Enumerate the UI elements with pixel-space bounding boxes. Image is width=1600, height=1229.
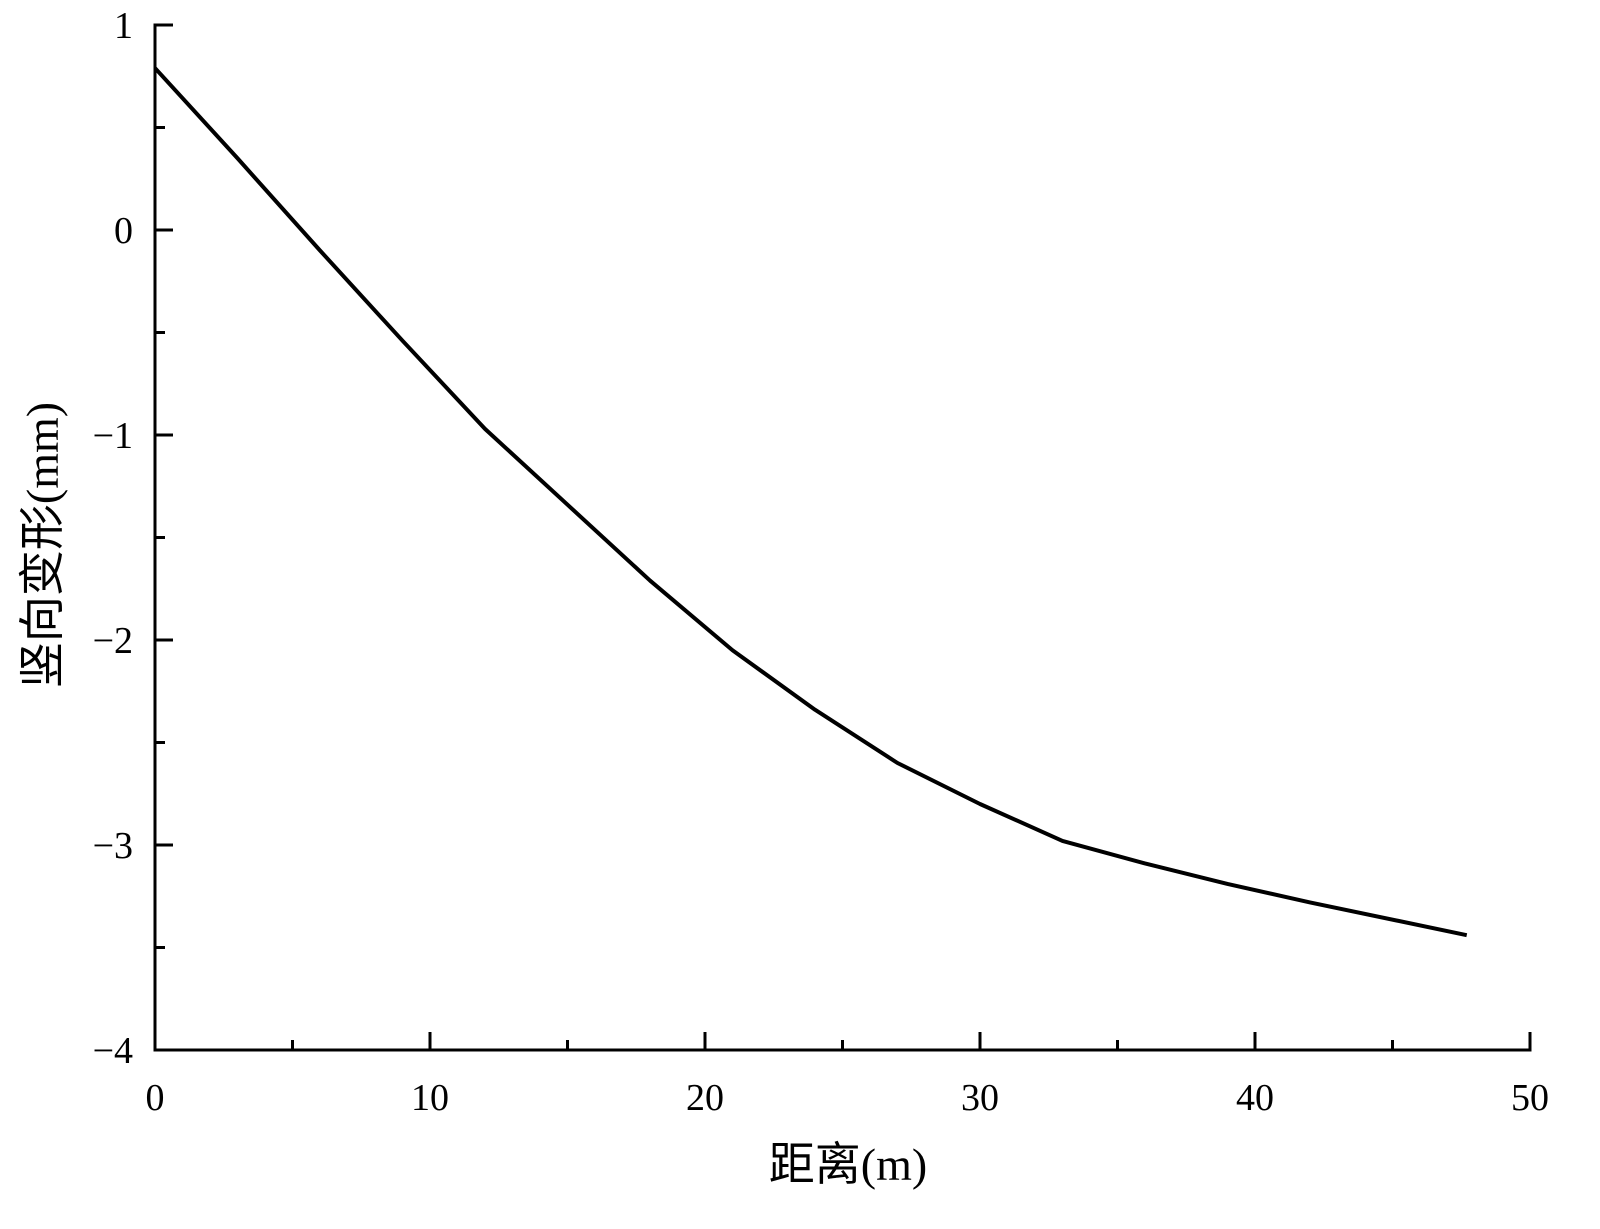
x-tick-label: 0 (146, 1077, 165, 1119)
x-tick-label: 40 (1236, 1077, 1274, 1119)
y-tick-label: 1 (114, 5, 133, 47)
x-tick-label: 50 (1511, 1077, 1549, 1119)
y-tick-label: 0 (114, 210, 133, 252)
x-tick-label: 10 (411, 1077, 449, 1119)
data-line (153, 66, 1468, 938)
x-axis-label: 距离(m) (769, 1139, 927, 1190)
y-tick-label: −2 (93, 620, 133, 662)
y-axis-label: 竖向变形(mm) (17, 402, 68, 688)
x-tick-label: 20 (686, 1077, 724, 1119)
y-tick-label: −1 (93, 415, 133, 457)
y-tick-label: −3 (93, 825, 133, 867)
x-tick-label: 30 (961, 1077, 999, 1119)
y-tick-label: −4 (93, 1030, 133, 1072)
